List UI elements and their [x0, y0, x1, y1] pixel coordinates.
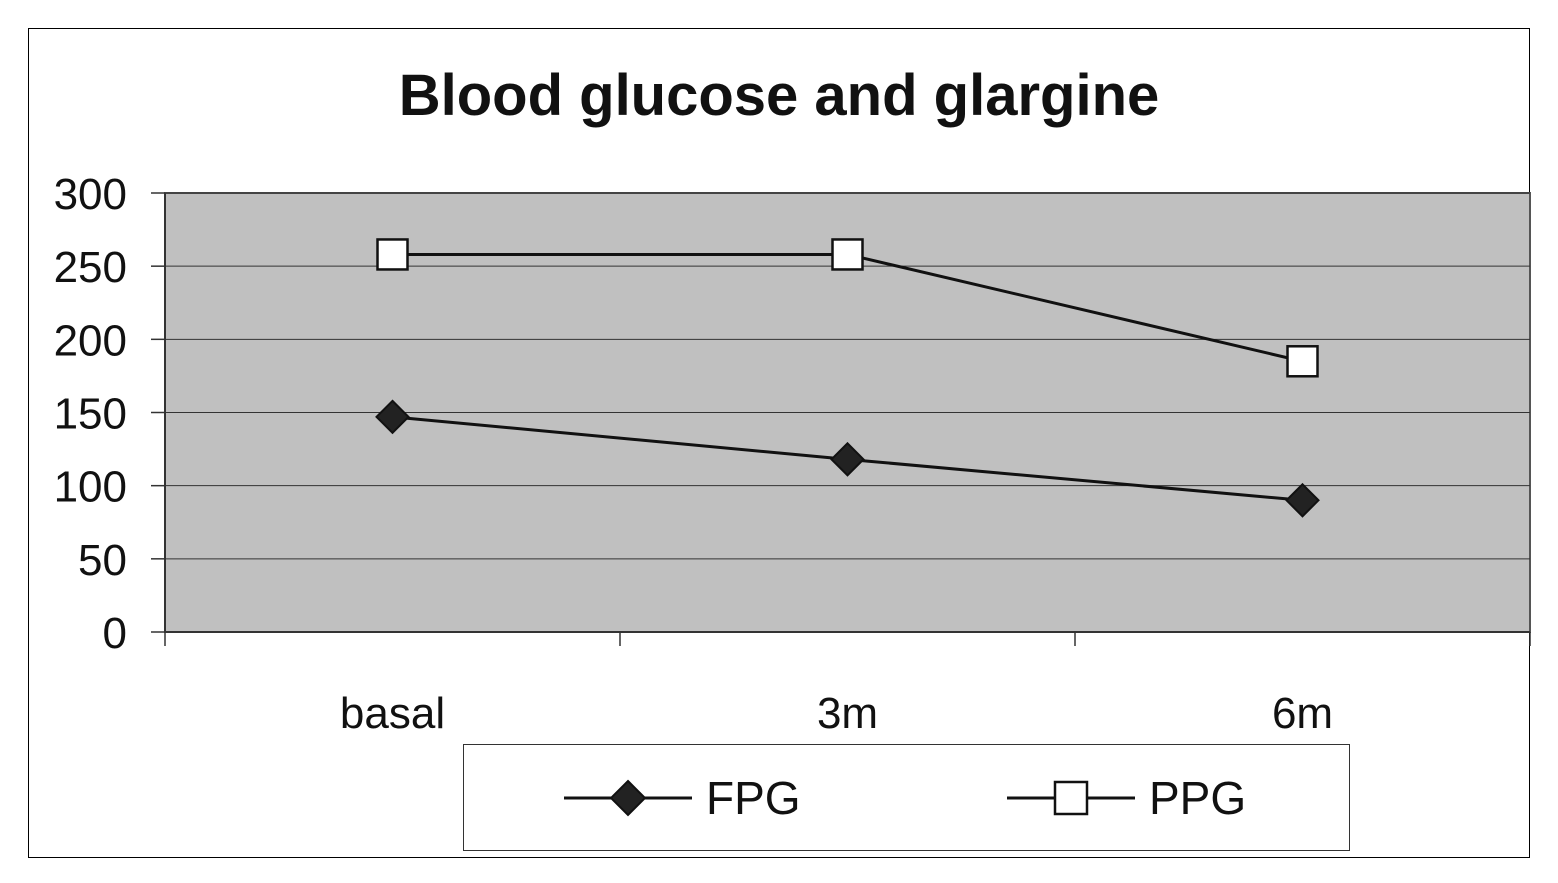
data-point-fpg: [830, 441, 865, 477]
legend-fpg-marker: [564, 779, 692, 816]
y-tick-label: 100: [54, 463, 127, 512]
x-tick-label: basal: [340, 689, 445, 738]
chart-title: Blood glucose and glargine: [398, 63, 1160, 128]
y-tick-label: 300: [54, 170, 127, 219]
legend-item-fpg: FPG: [564, 745, 801, 850]
data-point-fpg: [375, 399, 410, 435]
legend: FPG PPG: [463, 744, 1350, 851]
x-tick-label: 3m: [817, 689, 878, 738]
y-tick-label: 250: [54, 243, 127, 292]
y-tick-label: 150: [54, 390, 127, 439]
y-tick-label: 0: [103, 609, 127, 658]
data-point-fpg: [1285, 482, 1320, 518]
legend-label-ppg: PPG: [1149, 771, 1247, 824]
data-point-ppg: [376, 238, 409, 271]
legend-item-ppg: PPG: [1007, 745, 1246, 850]
data-point-ppg: [831, 238, 864, 271]
y-tick-label: 200: [54, 316, 127, 365]
data-point-ppg: [1286, 345, 1319, 378]
y-tick-label: 50: [78, 536, 127, 585]
legend-ppg-marker: [1007, 780, 1135, 815]
legend-label-fpg: FPG: [706, 771, 801, 824]
x-tick-label: 6m: [1272, 689, 1333, 738]
